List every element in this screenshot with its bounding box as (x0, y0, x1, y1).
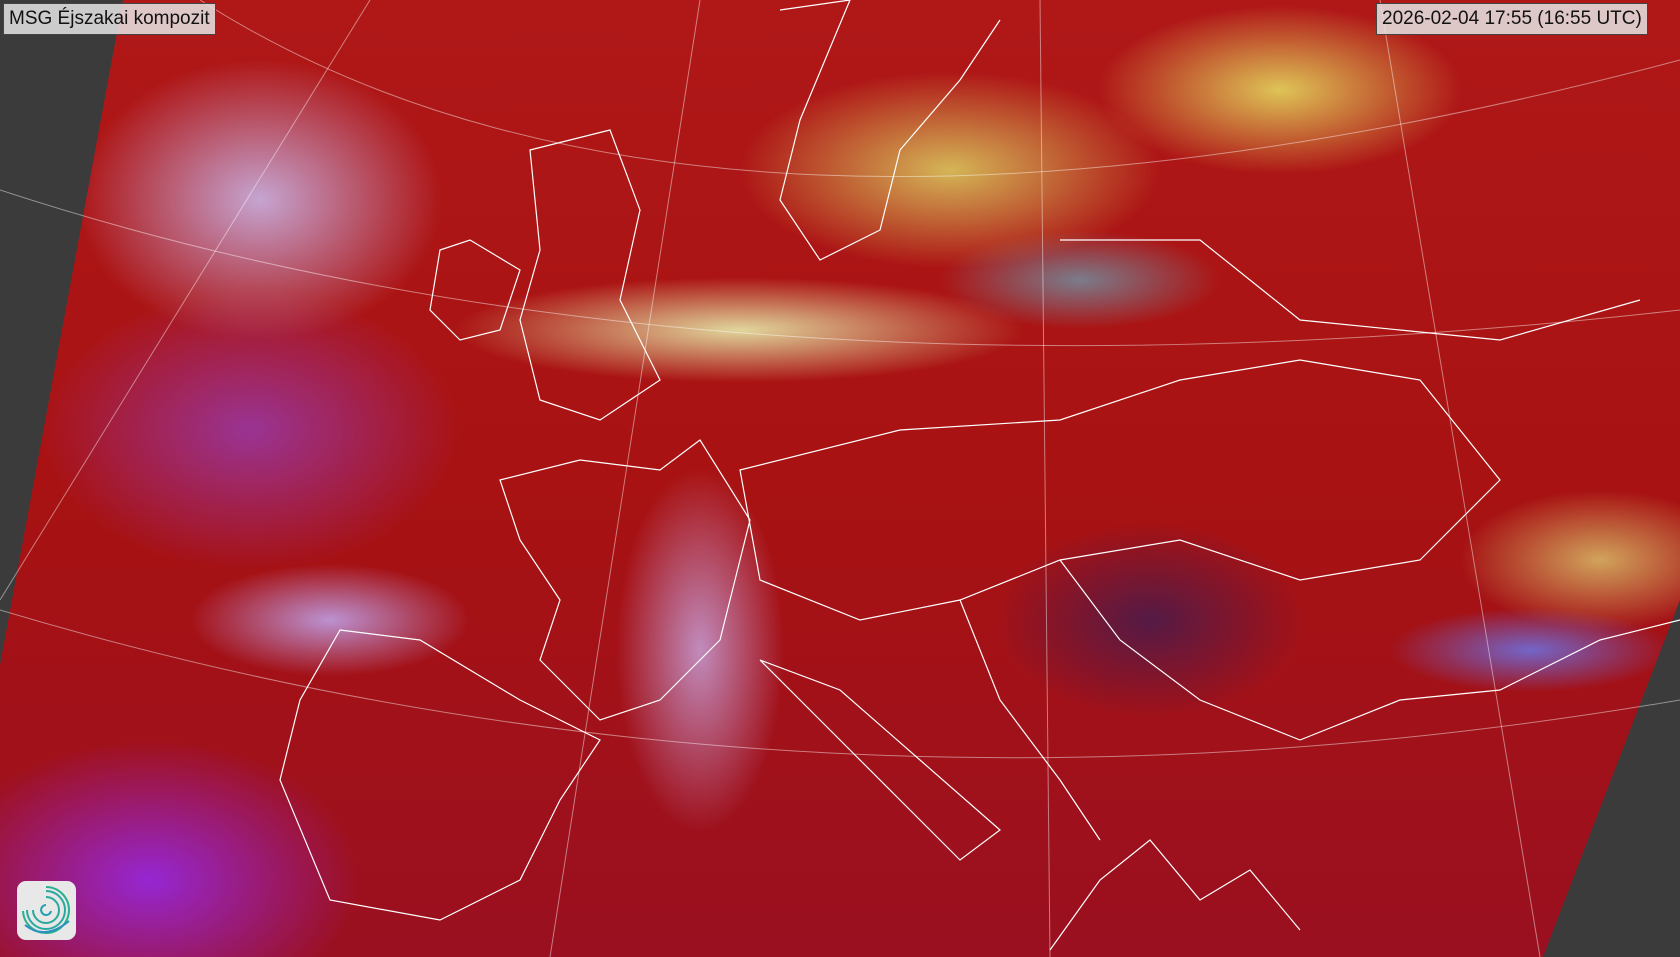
graticule-line (0, 609, 1680, 759)
coastline (519, 129, 661, 421)
graticule-line (1379, 0, 1541, 957)
timestamp-label: 2026-02-04 17:55 (16:55 UTC) (1376, 3, 1648, 35)
coastline (1299, 619, 1680, 741)
graticule-line (0, 0, 371, 601)
graticule-line (549, 0, 701, 957)
coastline (779, 0, 1001, 261)
border (959, 559, 1301, 841)
border (1060, 239, 1641, 341)
coastline (279, 629, 601, 921)
graticule-line (199, 0, 1680, 178)
coastline (429, 239, 521, 341)
product-title: MSG Éjszakai kompozit (3, 3, 216, 35)
spiral-logo-icon (17, 881, 76, 940)
coastline (499, 439, 751, 721)
border (739, 359, 1501, 621)
graticule-line (0, 189, 1680, 347)
coastline (759, 659, 1001, 861)
graticule-line (1039, 0, 1051, 957)
coastline (1049, 839, 1301, 951)
